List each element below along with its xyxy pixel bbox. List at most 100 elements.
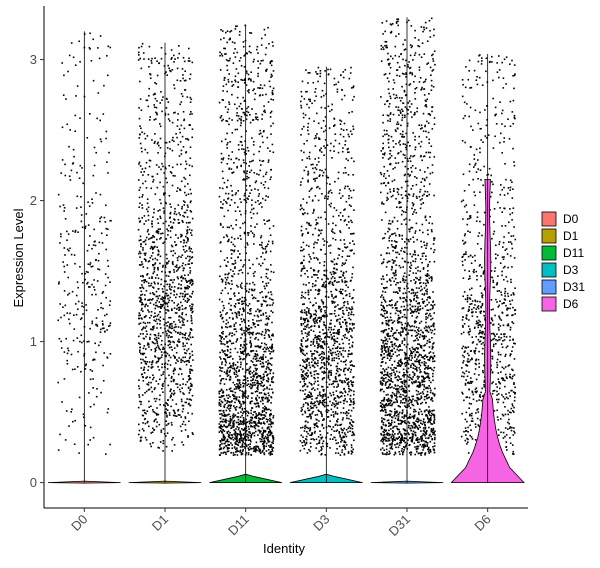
jitter-point bbox=[246, 377, 249, 379]
jitter-point bbox=[247, 73, 250, 76]
jitter-point bbox=[219, 390, 222, 392]
jitter-point bbox=[169, 326, 171, 329]
jitter-point bbox=[269, 112, 272, 114]
jitter-point bbox=[317, 80, 319, 83]
jitter-point bbox=[265, 368, 268, 370]
jitter-point bbox=[255, 333, 257, 335]
jitter-point bbox=[234, 56, 237, 58]
jitter-point bbox=[316, 364, 319, 367]
jitter-point bbox=[154, 57, 156, 59]
jitter-point bbox=[302, 385, 304, 388]
jitter-point bbox=[187, 183, 189, 185]
jitter-point bbox=[189, 370, 191, 373]
jitter-point bbox=[256, 332, 259, 334]
jitter-point bbox=[253, 140, 255, 143]
jitter-point bbox=[144, 298, 146, 301]
jitter-point bbox=[249, 171, 251, 174]
jitter-point bbox=[338, 432, 341, 434]
jitter-point bbox=[74, 229, 77, 232]
jitter-point bbox=[259, 346, 261, 349]
jitter-point bbox=[172, 354, 175, 357]
jitter-point bbox=[269, 346, 271, 349]
jitter-point bbox=[270, 264, 272, 266]
jitter-point bbox=[345, 328, 348, 330]
jitter-point bbox=[238, 369, 240, 371]
jitter-point bbox=[240, 345, 242, 347]
jitter-point bbox=[262, 373, 265, 376]
jitter-point bbox=[329, 313, 331, 315]
jitter-point bbox=[159, 357, 161, 360]
jitter-point bbox=[226, 447, 229, 449]
jitter-point bbox=[169, 271, 171, 274]
jitter-point bbox=[226, 257, 228, 259]
jitter-point bbox=[254, 384, 257, 386]
jitter-point bbox=[171, 327, 174, 329]
jitter-point bbox=[160, 374, 163, 377]
jitter-point bbox=[73, 443, 76, 445]
jitter-point bbox=[314, 361, 316, 363]
jitter-point bbox=[219, 396, 222, 399]
jitter-point bbox=[262, 362, 265, 365]
jitter-point bbox=[186, 398, 188, 400]
jitter-point bbox=[314, 180, 316, 182]
jitter-point bbox=[267, 397, 269, 399]
jitter-point bbox=[172, 378, 175, 381]
jitter-point bbox=[331, 359, 333, 362]
jitter-point bbox=[348, 255, 351, 257]
jitter-point bbox=[230, 309, 232, 311]
jitter-point bbox=[243, 198, 246, 201]
jitter-point bbox=[248, 165, 250, 167]
jitter-point bbox=[144, 254, 146, 256]
jitter-point bbox=[265, 93, 267, 96]
jitter-point bbox=[340, 437, 343, 439]
jitter-point bbox=[139, 300, 141, 302]
jitter-point bbox=[228, 433, 230, 436]
jitter-point bbox=[91, 202, 94, 204]
jitter-point bbox=[139, 202, 141, 205]
jitter-point bbox=[95, 293, 97, 296]
jitter-point bbox=[255, 448, 258, 451]
jitter-point bbox=[218, 396, 221, 398]
jitter-point bbox=[163, 351, 166, 354]
jitter-point bbox=[97, 47, 99, 49]
jitter-point bbox=[157, 360, 160, 363]
jitter-point bbox=[146, 135, 149, 137]
jitter-point bbox=[99, 193, 102, 196]
jitter-point bbox=[138, 317, 140, 320]
jitter-point bbox=[155, 304, 157, 307]
jitter-point bbox=[255, 345, 258, 348]
jitter-point bbox=[327, 376, 330, 378]
jitter-point bbox=[146, 99, 149, 102]
jitter-point bbox=[262, 432, 264, 434]
jitter-point bbox=[141, 318, 143, 320]
jitter-point bbox=[227, 179, 229, 182]
jitter-point bbox=[175, 383, 177, 385]
jitter-point bbox=[351, 336, 353, 339]
jitter-point bbox=[161, 288, 164, 290]
jitter-point bbox=[233, 325, 236, 327]
jitter-point bbox=[150, 314, 152, 317]
jitter-point bbox=[267, 449, 270, 451]
jitter-point bbox=[241, 414, 243, 417]
jitter-point bbox=[218, 448, 221, 451]
jitter-point bbox=[337, 177, 340, 180]
jitter-point bbox=[105, 248, 107, 251]
jitter-point bbox=[225, 378, 227, 381]
jitter-point bbox=[243, 445, 245, 448]
jitter-point bbox=[140, 358, 142, 361]
jitter-point bbox=[70, 411, 72, 413]
jitter-point bbox=[330, 408, 333, 411]
jitter-point bbox=[337, 424, 339, 427]
jitter-point bbox=[230, 366, 232, 369]
jitter-point bbox=[140, 147, 143, 149]
jitter-point bbox=[234, 79, 236, 81]
jitter-point bbox=[184, 401, 187, 404]
jitter-point bbox=[224, 413, 226, 416]
jitter-point bbox=[187, 359, 190, 362]
jitter-point bbox=[348, 112, 350, 114]
jitter-point bbox=[258, 412, 260, 414]
jitter-point bbox=[235, 406, 238, 408]
jitter-point bbox=[175, 326, 177, 328]
jitter-point bbox=[226, 142, 229, 144]
jitter-point bbox=[220, 158, 223, 160]
